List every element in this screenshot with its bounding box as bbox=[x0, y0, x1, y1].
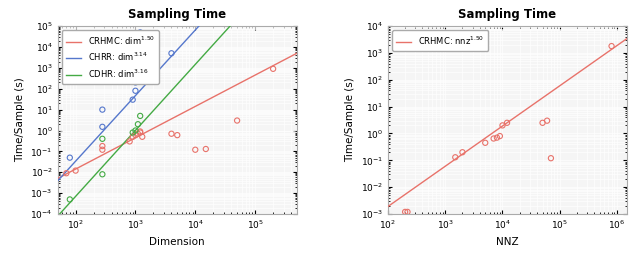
Point bbox=[65, 197, 75, 201]
Point bbox=[70, 169, 81, 173]
Point bbox=[127, 130, 138, 135]
Point bbox=[450, 155, 460, 159]
Point bbox=[538, 121, 548, 125]
Point bbox=[135, 130, 145, 135]
Point bbox=[546, 156, 556, 160]
Point bbox=[125, 139, 135, 144]
Point bbox=[492, 135, 502, 140]
Point bbox=[131, 128, 141, 133]
Point bbox=[403, 210, 413, 214]
Point bbox=[131, 89, 141, 93]
Point bbox=[97, 137, 108, 141]
Point bbox=[480, 141, 490, 145]
Point bbox=[132, 74, 143, 78]
Legend: CRHMC: nnz$^{1.50}$: CRHMC: nnz$^{1.50}$ bbox=[392, 30, 488, 51]
Point bbox=[458, 150, 468, 154]
Point bbox=[97, 172, 108, 176]
Point bbox=[400, 210, 410, 214]
Point bbox=[135, 114, 145, 118]
Point bbox=[65, 156, 75, 160]
Point bbox=[190, 148, 200, 152]
Point bbox=[502, 121, 512, 125]
Point bbox=[97, 108, 108, 112]
Point bbox=[201, 147, 211, 151]
Point bbox=[488, 137, 499, 141]
Point bbox=[542, 118, 552, 123]
Point bbox=[268, 67, 278, 71]
Point bbox=[61, 171, 72, 175]
Y-axis label: Time/Sample (s): Time/Sample (s) bbox=[345, 78, 355, 162]
Title: Sampling Time: Sampling Time bbox=[458, 8, 557, 21]
Point bbox=[127, 98, 138, 102]
Legend: CRHMC: dim$^{1.50}$, CHRR: dim$^{3.14}$, CDHR: dim$^{3.16}$: CRHMC: dim$^{1.50}$, CHRR: dim$^{3.14}$,… bbox=[62, 30, 159, 84]
Point bbox=[131, 80, 141, 85]
Title: Sampling Time: Sampling Time bbox=[128, 8, 227, 21]
Point bbox=[166, 132, 177, 136]
Point bbox=[172, 133, 182, 137]
Point bbox=[135, 30, 145, 34]
Point bbox=[132, 122, 143, 126]
Point bbox=[495, 134, 505, 138]
Point bbox=[607, 44, 617, 48]
Point bbox=[232, 118, 242, 123]
Point bbox=[132, 132, 143, 136]
X-axis label: NNZ: NNZ bbox=[496, 237, 519, 247]
Point bbox=[127, 135, 138, 139]
Point bbox=[97, 125, 108, 129]
Point bbox=[131, 133, 141, 137]
Point bbox=[135, 129, 145, 134]
Point bbox=[97, 144, 108, 148]
Point bbox=[497, 123, 508, 127]
X-axis label: Dimension: Dimension bbox=[150, 237, 205, 247]
Point bbox=[166, 51, 177, 55]
Point bbox=[97, 148, 108, 152]
Y-axis label: Time/Sample (s): Time/Sample (s) bbox=[15, 78, 25, 162]
Point bbox=[137, 135, 147, 139]
